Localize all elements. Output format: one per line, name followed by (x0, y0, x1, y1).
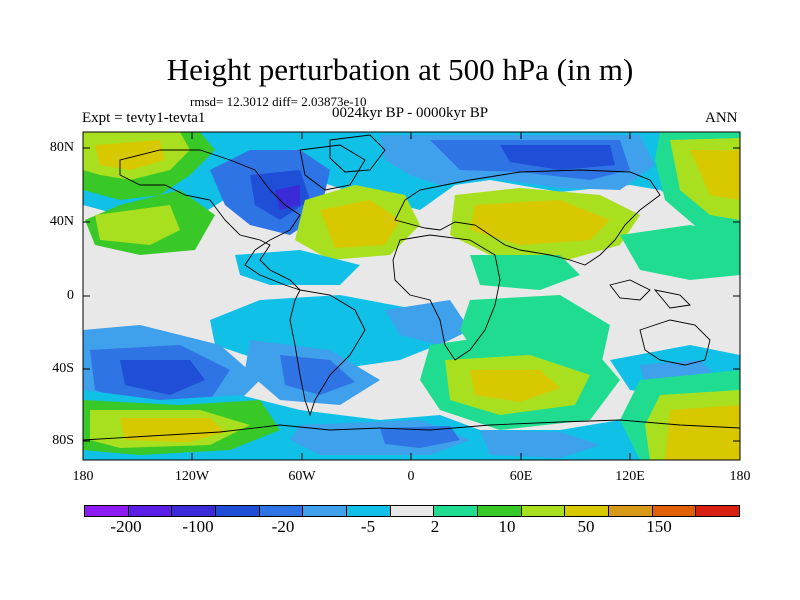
colorbar-label: -200 (110, 517, 142, 536)
colorbar-swatch (171, 505, 216, 517)
contour-field (83, 132, 740, 460)
lat-tick-label: 80S (52, 433, 74, 448)
season-label: ANN (705, 110, 738, 126)
contour-region (320, 200, 400, 248)
colorbar-swatch (127, 505, 173, 517)
colorbar-swatch (258, 505, 304, 517)
lon-tick-label: 120E (615, 469, 645, 484)
colorbar-swatch (564, 505, 609, 517)
lat-tick-label: 40N (49, 214, 74, 229)
contour-region (480, 430, 600, 458)
colorbar-swatch (215, 505, 260, 517)
colorbar-swatch (651, 505, 697, 517)
contour-region (470, 255, 580, 290)
experiment-label: Expt = tevty1-tevta1 (82, 110, 206, 126)
colorbar-swatch (389, 505, 435, 517)
colorbar-label: 10 (498, 517, 516, 536)
coastlines (83, 134, 740, 441)
lat-tick-label: 40S (52, 361, 74, 376)
colorbar-label: -5 (360, 517, 376, 536)
stats-line: rmsd= 12.3012 diff= 2.03873e-10 (190, 94, 367, 109)
contour-region (120, 360, 205, 395)
colorbar-swatch (695, 505, 740, 517)
lon-tick-label: 60W (288, 469, 316, 484)
colorbar-label: -100 (182, 517, 214, 536)
contour-region (275, 185, 300, 210)
contour-region (95, 205, 180, 245)
map-title: Height perturbation at 500 hPa (in m) (166, 52, 634, 87)
colorbar-label: 150 (646, 517, 672, 536)
lat-tick-label: 80N (49, 140, 74, 155)
colorbar-swatch (302, 505, 347, 517)
contour-region (470, 200, 610, 245)
period-label: 0024kyr BP - 0000kyr BP (331, 105, 489, 121)
contour-region (470, 370, 560, 402)
contour-region (500, 145, 615, 170)
colorbar-label: -20 (271, 517, 295, 536)
lat-tick-label: 0 (67, 288, 74, 303)
colorbar-label: 50 (577, 517, 595, 536)
lon-tick-label: 180 (729, 469, 751, 484)
contour-region (690, 150, 740, 200)
lon-tick-label: 120W (174, 469, 210, 484)
lon-tick-label: 60E (509, 469, 533, 484)
contour-region (235, 250, 360, 285)
contour-region (380, 426, 460, 448)
lon-tick-label: 0 (407, 469, 415, 484)
colorbar-swatch (477, 505, 522, 517)
colorbar-label: 2 (430, 517, 440, 536)
colorbar-swatch (433, 505, 478, 517)
colorbar-swatch (84, 505, 129, 517)
colorbar-swatch (346, 505, 391, 517)
contour-region (95, 140, 165, 170)
colorbar-swatch (520, 505, 566, 517)
contour-region (665, 405, 740, 460)
colorbar-swatch (608, 505, 653, 517)
lon-tick-label: 180 (72, 469, 94, 484)
contour-region (620, 225, 740, 280)
axis-ticks (82, 132, 741, 460)
contour-region (385, 300, 470, 345)
